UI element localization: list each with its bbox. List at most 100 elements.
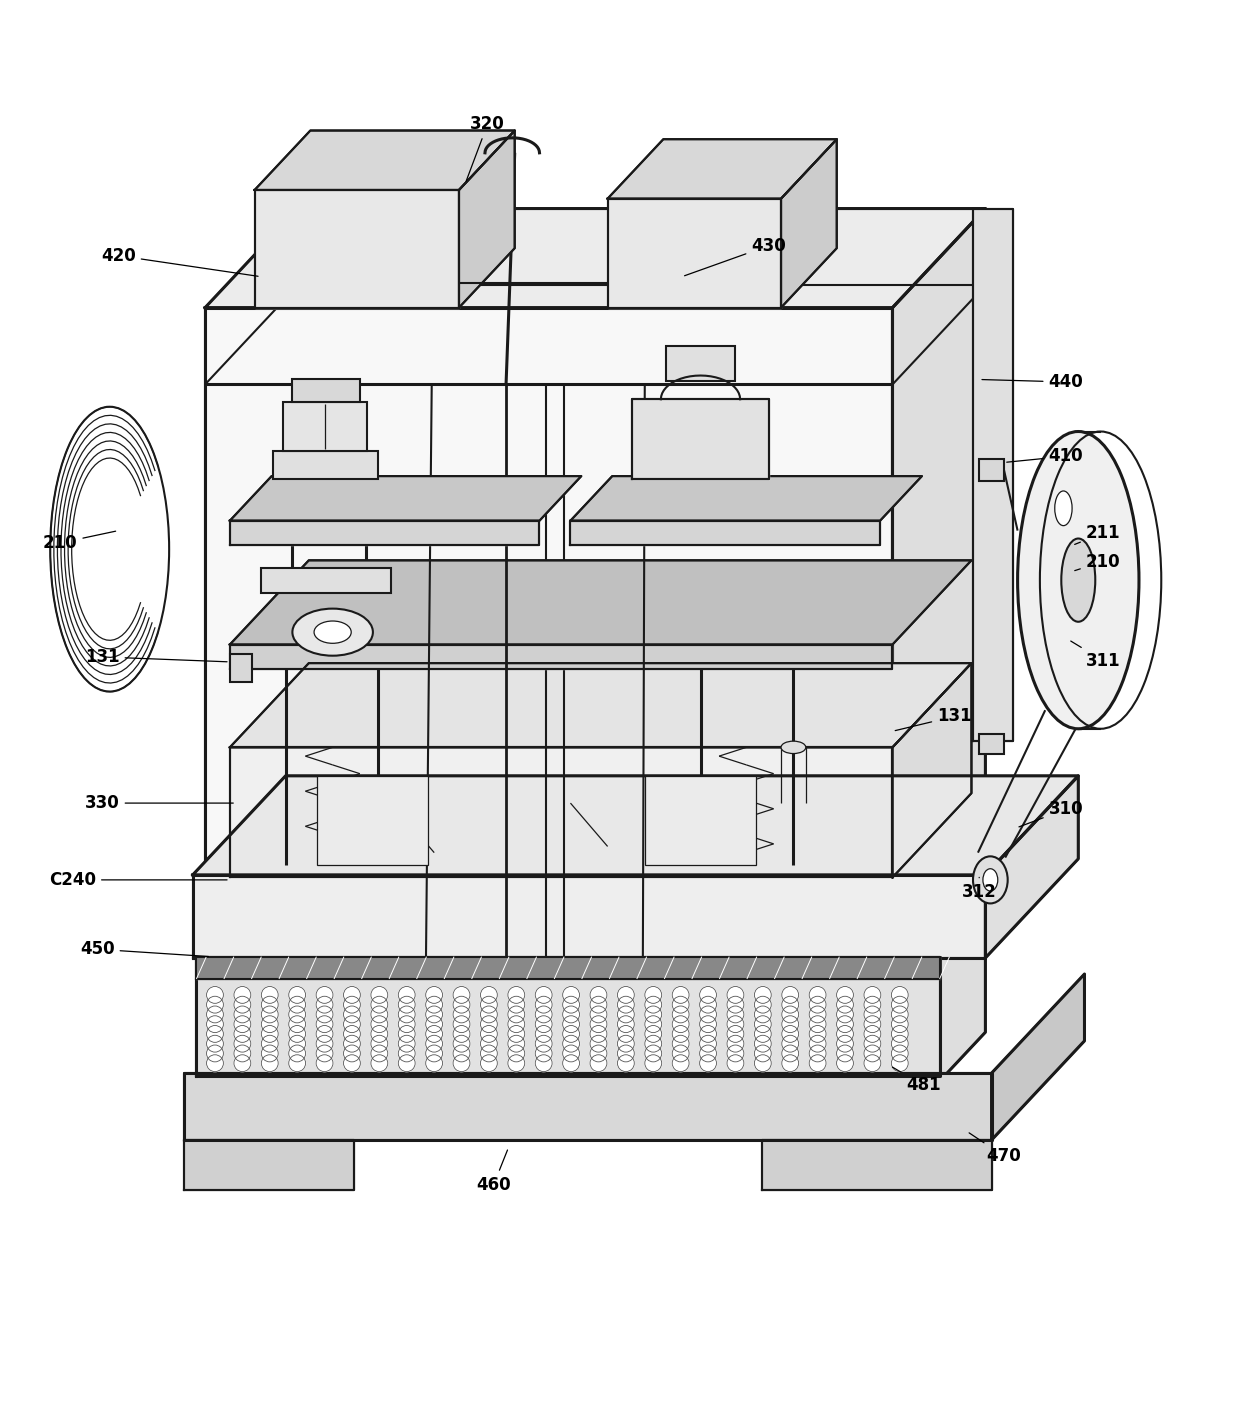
Polygon shape — [608, 139, 837, 199]
Polygon shape — [570, 476, 921, 521]
Circle shape — [837, 1055, 853, 1071]
Circle shape — [343, 1005, 361, 1022]
Circle shape — [262, 1005, 278, 1022]
Polygon shape — [781, 139, 837, 307]
Text: 470: 470 — [970, 1133, 1022, 1164]
Circle shape — [480, 1045, 497, 1062]
Circle shape — [508, 1025, 525, 1042]
Circle shape — [563, 1035, 579, 1052]
Polygon shape — [992, 974, 1085, 1140]
Circle shape — [810, 1055, 826, 1071]
Text: 312: 312 — [962, 877, 997, 901]
Circle shape — [754, 1055, 771, 1071]
Bar — [666, 346, 735, 380]
Circle shape — [480, 1025, 497, 1042]
Circle shape — [563, 1055, 579, 1071]
Text: 330: 330 — [84, 794, 233, 812]
Circle shape — [618, 987, 635, 1004]
Circle shape — [343, 1045, 361, 1062]
Circle shape — [207, 997, 223, 1014]
Circle shape — [234, 1055, 250, 1071]
Circle shape — [453, 997, 470, 1014]
Text: 210: 210 — [43, 531, 115, 552]
Circle shape — [837, 997, 853, 1014]
Circle shape — [371, 1025, 388, 1042]
Text: 460: 460 — [476, 1150, 511, 1194]
Circle shape — [563, 1005, 579, 1022]
Circle shape — [398, 997, 415, 1014]
Polygon shape — [205, 208, 986, 307]
Circle shape — [618, 1025, 635, 1042]
Circle shape — [645, 987, 662, 1004]
Circle shape — [699, 1045, 717, 1062]
Circle shape — [536, 1025, 552, 1042]
Text: 210: 210 — [1075, 552, 1121, 570]
Circle shape — [645, 1005, 662, 1022]
Circle shape — [590, 1005, 606, 1022]
Circle shape — [207, 1025, 223, 1042]
Polygon shape — [229, 476, 582, 521]
Circle shape — [754, 997, 771, 1014]
Circle shape — [453, 1015, 470, 1032]
Circle shape — [234, 997, 250, 1014]
Circle shape — [398, 1055, 415, 1071]
Text: 131: 131 — [895, 707, 972, 731]
Circle shape — [563, 997, 579, 1014]
Circle shape — [864, 997, 880, 1014]
Circle shape — [837, 1015, 853, 1032]
Polygon shape — [184, 1140, 353, 1190]
Polygon shape — [229, 645, 893, 669]
Polygon shape — [196, 956, 940, 1076]
Circle shape — [453, 1025, 470, 1042]
Circle shape — [781, 1015, 799, 1032]
Ellipse shape — [293, 608, 373, 656]
Circle shape — [262, 987, 278, 1004]
Circle shape — [754, 987, 771, 1004]
Circle shape — [892, 987, 908, 1004]
Circle shape — [398, 1035, 415, 1052]
Circle shape — [316, 1045, 334, 1062]
Circle shape — [316, 1015, 334, 1032]
Circle shape — [672, 1015, 689, 1032]
Circle shape — [398, 1045, 415, 1062]
Circle shape — [892, 1045, 908, 1062]
Ellipse shape — [973, 856, 1008, 904]
Circle shape — [234, 1035, 250, 1052]
Polygon shape — [632, 400, 769, 479]
Circle shape — [754, 1045, 771, 1062]
Circle shape — [810, 1035, 826, 1052]
Polygon shape — [229, 521, 539, 545]
Circle shape — [398, 987, 415, 1004]
Circle shape — [563, 1015, 579, 1032]
Circle shape — [672, 987, 689, 1004]
Polygon shape — [608, 199, 781, 307]
Circle shape — [536, 1005, 552, 1022]
Circle shape — [425, 987, 443, 1004]
Bar — [283, 401, 367, 452]
Circle shape — [234, 987, 250, 1004]
Circle shape — [754, 1015, 771, 1032]
Circle shape — [207, 1005, 223, 1022]
Circle shape — [645, 1045, 662, 1062]
Circle shape — [207, 1055, 223, 1071]
Circle shape — [727, 997, 744, 1014]
Text: 211: 211 — [1075, 524, 1121, 545]
Circle shape — [727, 1025, 744, 1042]
Text: C240: C240 — [50, 872, 227, 888]
Circle shape — [289, 1035, 305, 1052]
Circle shape — [837, 1005, 853, 1022]
Circle shape — [480, 1015, 497, 1032]
Circle shape — [207, 987, 223, 1004]
Circle shape — [262, 997, 278, 1014]
Polygon shape — [986, 776, 1079, 957]
Circle shape — [398, 1025, 415, 1042]
Ellipse shape — [983, 869, 998, 891]
Circle shape — [864, 1015, 880, 1032]
Circle shape — [343, 1035, 361, 1052]
Circle shape — [453, 1055, 470, 1071]
Circle shape — [262, 1055, 278, 1071]
Circle shape — [810, 1015, 826, 1032]
Circle shape — [480, 1005, 497, 1022]
Circle shape — [727, 1035, 744, 1052]
Circle shape — [618, 997, 635, 1014]
